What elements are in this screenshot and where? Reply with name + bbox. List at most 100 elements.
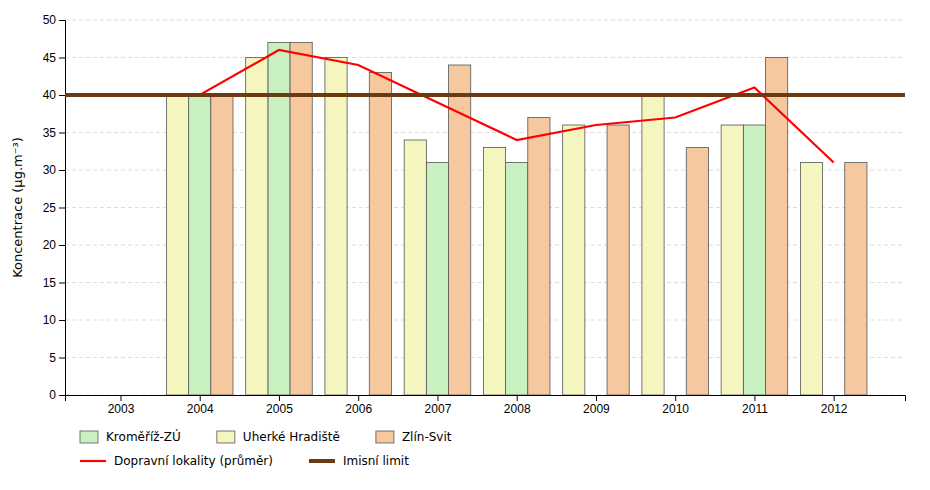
- y-axis-title: Koncentrace (µg.m⁻³): [10, 137, 25, 278]
- bar: [607, 125, 629, 395]
- x-tick: 2012: [821, 395, 848, 416]
- grid-line: [65, 95, 905, 96]
- legend-swatch: [217, 431, 235, 443]
- y-tick: 25: [43, 201, 65, 215]
- legend-label: Dopravní lokality (průměr): [114, 454, 273, 468]
- y-tick-mark: [59, 20, 65, 21]
- y-tick: 15: [43, 276, 65, 290]
- legend-item: Imisní limit: [309, 454, 409, 468]
- legend-swatch: [376, 431, 394, 443]
- y-tick-label: 30: [43, 163, 57, 177]
- x-tick-label: 2003: [108, 402, 135, 416]
- x-tick-label: 2009: [583, 402, 610, 416]
- y-tick-mark: [59, 95, 65, 96]
- x-tick-mark: [596, 395, 597, 401]
- bar: [743, 125, 765, 395]
- bar: [166, 95, 188, 395]
- bar: [211, 95, 233, 395]
- x-tick-mark: [279, 395, 280, 401]
- y-axis-line: [59, 21, 66, 396]
- y-tick-mark: [59, 283, 65, 284]
- bar-series: [166, 58, 822, 396]
- y-tick-label: 40: [43, 88, 57, 102]
- y-tick: 45: [43, 51, 65, 65]
- grid-line: [65, 20, 905, 21]
- x-tick: 2005: [266, 395, 293, 416]
- x-tick: 2003: [108, 395, 135, 416]
- bar: [686, 148, 708, 396]
- x-axis: 2003 2004 2005 2006 2007 2008 2009 2010 2011 2012: [66, 395, 906, 416]
- bar: [483, 148, 505, 396]
- y-tick: 40: [43, 88, 65, 102]
- x-tick-label: 2011: [742, 402, 768, 416]
- bar: [246, 58, 268, 396]
- x-tick-mark: [517, 395, 518, 401]
- y-tick-mark: [59, 170, 65, 171]
- legend: Kroměříž-ZÚ Uherké Hradiště Zlín-Svit Dopra…: [80, 429, 452, 468]
- bar: [506, 163, 528, 396]
- y-tick-mark: [59, 395, 65, 396]
- bar: [426, 163, 448, 396]
- x-tick-mark: [834, 395, 835, 401]
- y-tick-mark: [59, 358, 65, 359]
- y-tick: 5: [49, 351, 65, 365]
- y-tick-mark: [59, 208, 65, 209]
- bar: [189, 95, 211, 395]
- x-tick: 2009: [583, 395, 610, 416]
- bar: [325, 58, 347, 396]
- x-tick-label: 2006: [345, 402, 372, 416]
- bar: [528, 118, 550, 396]
- y-tick: 0: [49, 388, 65, 402]
- bar: [404, 140, 426, 395]
- legend-label: Uherké Hradiště: [243, 430, 340, 444]
- bar: [800, 163, 822, 396]
- reference-line: [65, 93, 905, 97]
- x-tick-mark: [675, 395, 676, 401]
- y-axis: 0 5 10 15 20 25 30 35 40 45 50: [43, 13, 66, 402]
- legend-label: Imisní limit: [343, 454, 409, 468]
- marks: [65, 43, 905, 396]
- y-tick: 10: [43, 313, 65, 327]
- legend-swatch: [309, 459, 335, 463]
- x-tick-label: 2004: [187, 402, 214, 416]
- y-tick: 20: [43, 238, 65, 252]
- bar: [563, 125, 585, 395]
- x-tick-label: 2005: [266, 402, 293, 416]
- y-tick-mark: [59, 245, 65, 246]
- y-tick-label: 20: [43, 238, 57, 252]
- y-tick: 35: [43, 126, 65, 140]
- legend-label: Zlín-Svit: [402, 430, 452, 444]
- y-tick-label: 50: [43, 13, 57, 27]
- y-tick-mark: [59, 320, 65, 321]
- x-tick-label: 2007: [425, 402, 452, 416]
- legend-swatch: [80, 460, 106, 462]
- x-tick-mark: [754, 395, 755, 401]
- line: [120, 50, 833, 163]
- legend-item: Uherké Hradiště: [217, 430, 340, 444]
- bar: [721, 125, 743, 395]
- x-tick: 2011: [742, 395, 768, 416]
- y-tick-mark: [59, 58, 65, 59]
- legend-item: Dopravní lokality (průměr): [80, 454, 273, 468]
- grid: [65, 20, 905, 395]
- x-tick-label: 2008: [504, 402, 531, 416]
- x-tick-mark: [200, 395, 201, 401]
- bar: [642, 95, 664, 395]
- x-tick-label: 2012: [821, 402, 848, 416]
- x-tick-label: 2010: [662, 402, 689, 416]
- y-tick-label: 0: [49, 388, 56, 402]
- plot: 2003200420052006200720082009201020112012…: [43, 13, 906, 415]
- legend-label: Kroměříž-ZÚ: [106, 429, 181, 444]
- x-tick: 2008: [504, 395, 531, 416]
- legend-item: Kroměříž-ZÚ: [80, 429, 181, 444]
- x-tick: 2006: [345, 395, 372, 416]
- y-tick: 50: [43, 13, 65, 27]
- bar: [845, 163, 867, 396]
- y-tick-label: 35: [43, 126, 57, 140]
- x-tick-mark: [358, 395, 359, 401]
- y-tick-label: 15: [43, 276, 57, 290]
- y-tick-label: 5: [49, 351, 56, 365]
- x-tick-mark: [120, 395, 121, 401]
- y-tick: 30: [43, 163, 65, 177]
- legend-swatch: [80, 431, 98, 443]
